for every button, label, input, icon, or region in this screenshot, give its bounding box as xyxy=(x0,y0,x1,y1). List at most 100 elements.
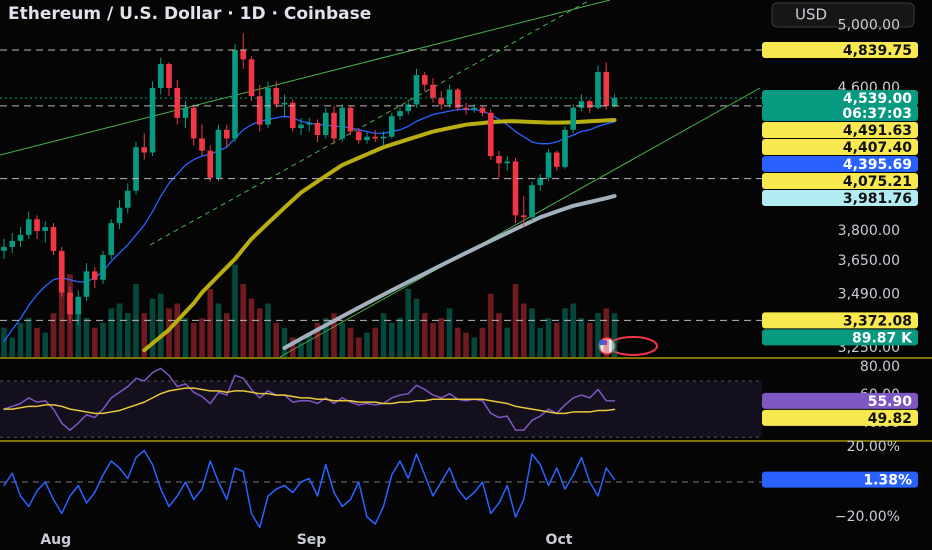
candle-body xyxy=(397,111,403,117)
currency[interactable]: USD xyxy=(795,6,827,24)
volume-bar xyxy=(1,327,7,357)
volume-bar xyxy=(232,264,238,357)
volume-bar xyxy=(298,342,304,357)
candle-body xyxy=(339,107,346,139)
candle-body xyxy=(281,102,288,105)
volume-bar xyxy=(75,303,82,357)
candle-body xyxy=(496,156,502,164)
volume-bar xyxy=(364,332,370,357)
volume-bar xyxy=(438,318,445,357)
volume-label xyxy=(762,329,918,346)
candle-body xyxy=(314,122,321,135)
volume-bar xyxy=(520,303,527,357)
volume-bar xyxy=(149,298,156,357)
channel-upper xyxy=(0,0,611,156)
value-label-text: 49.82 xyxy=(868,411,912,427)
y-tick-label: 3,650.00 xyxy=(838,253,900,269)
volume-bar xyxy=(570,303,577,357)
candle-body xyxy=(83,271,90,297)
candle-body xyxy=(182,107,189,118)
volume-bar xyxy=(248,298,255,357)
volume-bar xyxy=(322,318,329,357)
volume-bar xyxy=(446,308,453,357)
series-line xyxy=(3,387,616,415)
volume-bar xyxy=(397,318,403,357)
candle-body xyxy=(471,107,478,110)
flag-icon xyxy=(598,336,658,356)
candle-body xyxy=(100,254,106,280)
candle-body xyxy=(141,147,148,153)
price-label xyxy=(762,41,918,58)
candle-body xyxy=(603,71,610,107)
candle-body xyxy=(545,152,552,178)
volume-bar xyxy=(405,288,412,357)
volume-bar xyxy=(100,322,106,357)
price-label xyxy=(762,121,918,138)
candle-body xyxy=(157,63,164,88)
volume-bar xyxy=(603,308,610,357)
volume-bar xyxy=(586,322,593,357)
volume-bar xyxy=(562,308,568,357)
volume-bar xyxy=(265,303,271,357)
volume-bar xyxy=(471,337,478,357)
currency-box[interactable] xyxy=(771,2,915,28)
volume-bar xyxy=(553,322,560,357)
price-label xyxy=(762,155,918,172)
countdown-box xyxy=(762,104,918,121)
volume-bar xyxy=(207,288,214,357)
candle-body xyxy=(331,112,337,139)
price-label-text: 3,372.08 xyxy=(843,313,912,329)
volume-bar xyxy=(116,303,123,357)
y-tick-label: 3,800.00 xyxy=(838,223,900,239)
candle-body xyxy=(166,63,172,88)
candle-body xyxy=(9,240,16,247)
candle-body xyxy=(421,75,428,85)
candle-body xyxy=(124,190,131,208)
candle-body xyxy=(364,136,370,141)
volume-bar xyxy=(273,322,280,357)
volume-bar xyxy=(83,318,90,357)
candle-body xyxy=(199,138,205,151)
volume-bar xyxy=(331,313,337,357)
candle-body xyxy=(50,227,57,251)
candle-body xyxy=(116,207,123,224)
price-label-text: 4,839.75 xyxy=(843,43,912,59)
candle-body xyxy=(578,101,585,108)
flag-canton xyxy=(600,340,607,345)
candle-body xyxy=(207,150,214,178)
candle-body xyxy=(133,147,139,191)
volume-bar xyxy=(42,332,49,357)
volume-bar xyxy=(372,327,379,357)
series-line xyxy=(3,449,616,529)
volume-bar xyxy=(512,284,519,357)
volume-bar xyxy=(380,313,387,357)
candle-body xyxy=(174,87,181,118)
series-line xyxy=(142,118,617,353)
volume-bar xyxy=(141,313,148,357)
value-label xyxy=(762,409,918,426)
price-label-text: 4,395.69 xyxy=(843,157,912,173)
candle-body xyxy=(67,292,73,315)
volume-bar xyxy=(256,308,263,357)
volume-bar xyxy=(34,327,40,357)
volume-bar xyxy=(487,293,494,357)
candle-body xyxy=(273,87,280,105)
candle-body xyxy=(58,250,65,293)
volume-bar xyxy=(17,322,24,357)
candle-body xyxy=(463,107,469,110)
y-tick-label: 20.00% xyxy=(847,439,900,455)
candle-body xyxy=(25,219,32,235)
volume-bar xyxy=(504,327,511,357)
price-label xyxy=(762,312,918,329)
channel-lower xyxy=(279,87,761,358)
price-label xyxy=(762,189,918,206)
candle-body xyxy=(34,219,40,231)
price-label xyxy=(762,138,918,155)
volume-bar xyxy=(174,303,181,357)
volume-bar xyxy=(413,298,420,357)
candle-body xyxy=(537,177,544,186)
candle-body xyxy=(487,112,494,157)
value-label xyxy=(762,392,918,409)
